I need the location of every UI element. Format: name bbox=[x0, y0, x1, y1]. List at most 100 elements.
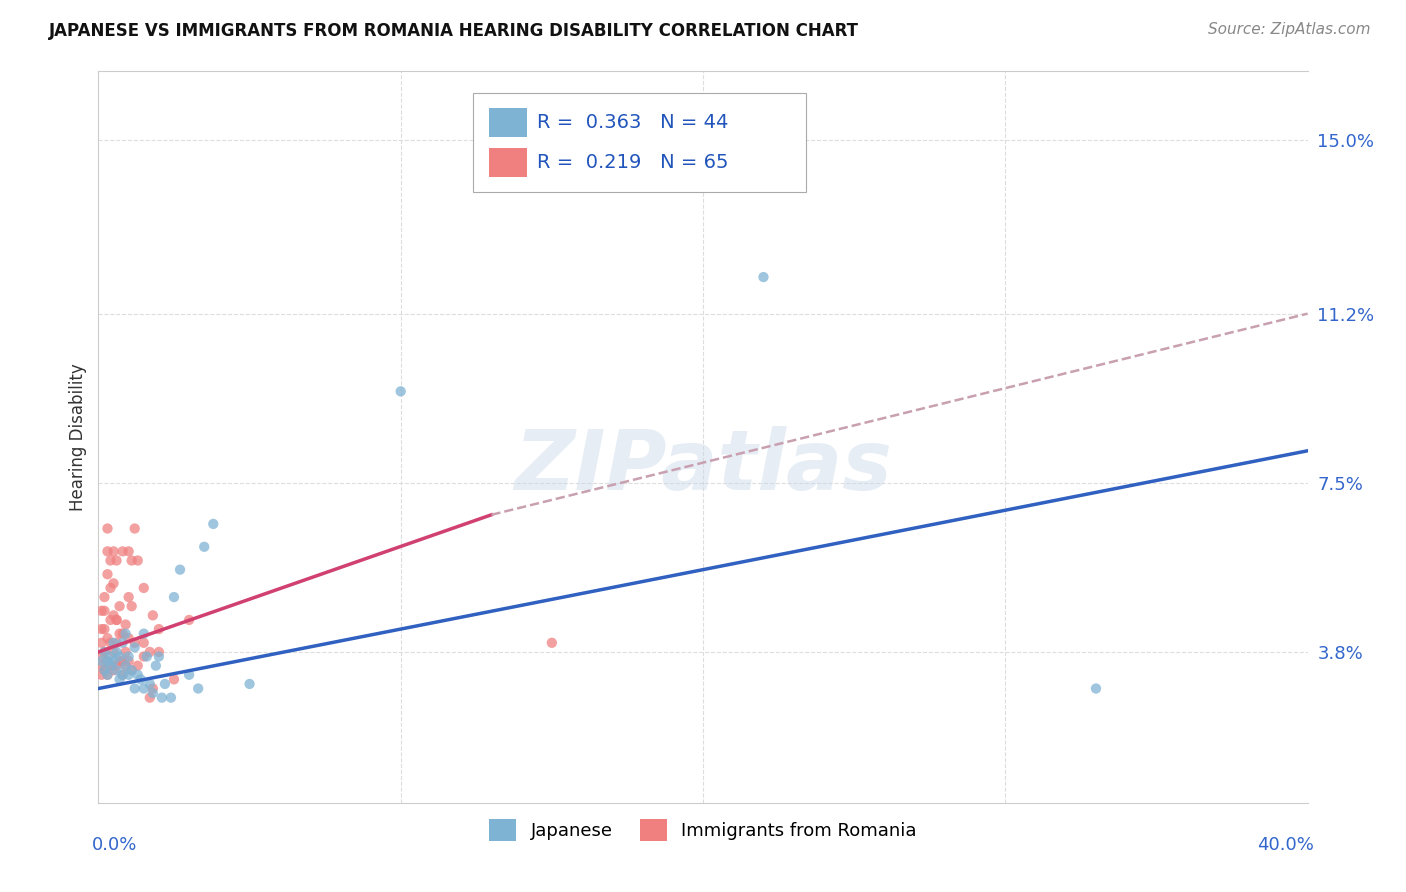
Point bbox=[114, 617, 136, 632]
Point bbox=[118, 632, 141, 646]
Point bbox=[100, 553, 122, 567]
Point bbox=[100, 613, 122, 627]
Point bbox=[202, 516, 225, 531]
Point bbox=[105, 553, 128, 567]
Point bbox=[96, 567, 118, 582]
Point bbox=[142, 686, 165, 700]
Point bbox=[139, 690, 162, 705]
Point bbox=[96, 667, 118, 682]
Point bbox=[100, 636, 122, 650]
Point bbox=[108, 649, 131, 664]
Point bbox=[108, 654, 131, 668]
Point bbox=[148, 645, 170, 659]
Point bbox=[96, 632, 118, 646]
Point bbox=[118, 654, 141, 668]
Point bbox=[540, 636, 562, 650]
Point bbox=[1085, 681, 1108, 696]
Point bbox=[121, 599, 143, 614]
Point bbox=[90, 649, 112, 664]
Point bbox=[93, 590, 115, 604]
Point bbox=[103, 645, 125, 659]
Point bbox=[96, 544, 118, 558]
Point bbox=[148, 649, 170, 664]
Point bbox=[96, 667, 118, 682]
Point bbox=[150, 690, 173, 705]
Y-axis label: Hearing Disability: Hearing Disability bbox=[69, 363, 87, 511]
Point bbox=[179, 613, 201, 627]
Text: 0.0%: 0.0% bbox=[93, 836, 138, 854]
Point bbox=[132, 626, 155, 640]
Point bbox=[108, 626, 131, 640]
Point bbox=[124, 681, 146, 696]
Point bbox=[103, 576, 125, 591]
Point bbox=[132, 649, 155, 664]
Point bbox=[90, 658, 112, 673]
Point bbox=[100, 649, 122, 664]
Point bbox=[114, 658, 136, 673]
Text: Source: ZipAtlas.com: Source: ZipAtlas.com bbox=[1208, 22, 1371, 37]
Point bbox=[103, 544, 125, 558]
Legend: Japanese, Immigrants from Romania: Japanese, Immigrants from Romania bbox=[482, 812, 924, 848]
Point bbox=[103, 663, 125, 677]
Text: R =  0.363   N = 44: R = 0.363 N = 44 bbox=[537, 113, 728, 132]
Point bbox=[111, 544, 134, 558]
Point bbox=[114, 626, 136, 640]
Point bbox=[93, 604, 115, 618]
Point bbox=[145, 658, 167, 673]
Point bbox=[389, 384, 412, 399]
Point bbox=[139, 645, 162, 659]
Point bbox=[90, 604, 112, 618]
Point bbox=[132, 681, 155, 696]
FancyBboxPatch shape bbox=[474, 94, 806, 192]
Point bbox=[96, 521, 118, 535]
Point bbox=[90, 654, 112, 668]
Point bbox=[118, 544, 141, 558]
Point bbox=[100, 658, 122, 673]
Point bbox=[93, 663, 115, 677]
Point bbox=[121, 663, 143, 677]
Point bbox=[114, 645, 136, 659]
Point bbox=[153, 677, 176, 691]
Point bbox=[100, 658, 122, 673]
Point bbox=[139, 677, 162, 691]
Point bbox=[111, 654, 134, 668]
Point bbox=[160, 690, 183, 705]
Point bbox=[108, 599, 131, 614]
Point bbox=[90, 622, 112, 636]
Bar bbox=[489, 148, 527, 178]
Point bbox=[187, 681, 209, 696]
Point bbox=[105, 663, 128, 677]
Point bbox=[111, 626, 134, 640]
Point bbox=[752, 270, 775, 285]
Point bbox=[93, 645, 115, 659]
Point bbox=[103, 608, 125, 623]
Point bbox=[121, 553, 143, 567]
Point bbox=[135, 649, 157, 664]
Point bbox=[127, 553, 149, 567]
Point bbox=[169, 563, 191, 577]
Point bbox=[124, 636, 146, 650]
Point bbox=[129, 673, 152, 687]
Point bbox=[118, 667, 141, 682]
Point bbox=[142, 681, 165, 696]
Point bbox=[93, 663, 115, 677]
Point bbox=[103, 654, 125, 668]
Point bbox=[100, 581, 122, 595]
Point bbox=[132, 581, 155, 595]
Text: JAPANESE VS IMMIGRANTS FROM ROMANIA HEARING DISABILITY CORRELATION CHART: JAPANESE VS IMMIGRANTS FROM ROMANIA HEAR… bbox=[49, 22, 859, 40]
Point bbox=[111, 667, 134, 682]
Point bbox=[179, 667, 201, 682]
Point bbox=[118, 649, 141, 664]
Point bbox=[142, 608, 165, 623]
Point bbox=[239, 677, 262, 691]
Point bbox=[132, 636, 155, 650]
Point bbox=[90, 667, 112, 682]
Point bbox=[124, 521, 146, 535]
Point bbox=[163, 590, 186, 604]
Point bbox=[108, 673, 131, 687]
Point bbox=[96, 654, 118, 668]
Point bbox=[121, 663, 143, 677]
Point bbox=[96, 654, 118, 668]
Point bbox=[127, 667, 149, 682]
Point bbox=[105, 613, 128, 627]
